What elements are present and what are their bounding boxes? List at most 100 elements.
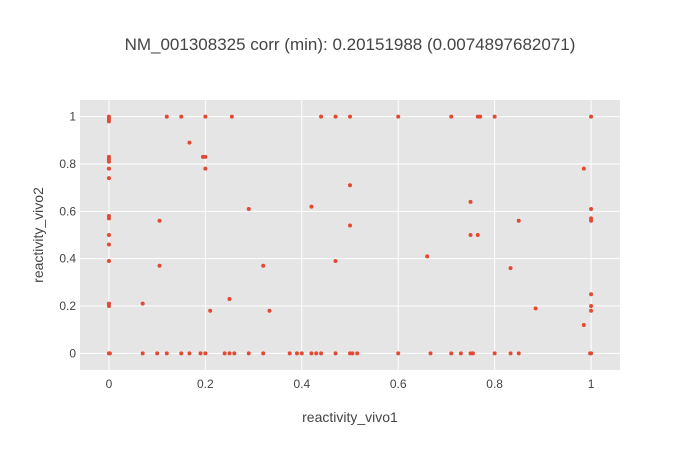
y-tick-label-3: 0.6 [59, 204, 76, 218]
data-point-49 [309, 351, 314, 356]
data-point-6 [106, 166, 111, 171]
data-point-44 [267, 308, 272, 313]
data-point-31 [203, 154, 208, 159]
data-point-52 [319, 351, 324, 356]
y-axis-title: reactivity_vivo2 [30, 187, 46, 283]
y-tick-label-4: 0.8 [59, 157, 76, 171]
y-tick-label-2: 0.4 [59, 252, 76, 266]
data-point-68 [458, 351, 463, 356]
data-point-2 [106, 119, 111, 124]
x-axis-title: reactivity_vivo1 [302, 409, 398, 425]
data-point-47 [299, 351, 304, 356]
data-point-10 [106, 233, 111, 237]
data-point-88 [589, 218, 594, 223]
data-point-12 [106, 259, 111, 264]
data-point-43 [261, 351, 266, 356]
data-point-16 [107, 351, 112, 356]
data-point-70 [468, 233, 473, 237]
data-point-28 [198, 351, 203, 356]
data-point-85 [589, 114, 594, 119]
y-tick-label-0: 0 [69, 346, 76, 360]
data-point-55 [333, 351, 338, 356]
data-point-33 [203, 351, 208, 356]
data-point-74 [475, 233, 480, 237]
data-point-66 [449, 114, 454, 119]
chart-title: NM_001308325 corr (min): 0.20151988 (0.0… [125, 35, 576, 54]
data-point-22 [164, 114, 169, 119]
data-point-23 [164, 351, 169, 356]
data-point-48 [309, 204, 314, 209]
data-point-64 [425, 254, 430, 259]
x-tick-label-0: 0 [106, 377, 113, 391]
data-point-20 [157, 218, 162, 223]
data-point-53 [333, 114, 338, 119]
x-tick-labels: 0 0.2 0.4 0.6 0.8 1 [106, 377, 595, 391]
data-point-27 [187, 351, 192, 356]
y-tick-label-5: 1 [69, 110, 76, 124]
data-point-39 [232, 351, 237, 356]
data-point-34 [208, 308, 213, 313]
data-point-46 [294, 351, 299, 356]
data-point-86 [589, 206, 594, 211]
data-point-63 [396, 351, 401, 356]
x-tick-label-4: 0.8 [486, 377, 503, 391]
data-point-69 [468, 199, 473, 204]
data-point-93 [588, 351, 593, 356]
data-point-7 [106, 176, 111, 181]
data-point-45 [287, 351, 292, 356]
data-point-11 [106, 242, 111, 247]
data-point-83 [581, 166, 586, 171]
data-point-80 [516, 218, 521, 223]
data-point-72 [470, 351, 475, 356]
data-point-24 [179, 114, 184, 119]
scatter-points [106, 114, 594, 356]
x-tick-label-1: 0.2 [197, 377, 214, 391]
data-point-25 [179, 351, 184, 356]
data-point-79 [508, 351, 513, 356]
data-point-17 [140, 301, 145, 306]
data-point-35 [222, 351, 227, 356]
data-point-41 [246, 351, 251, 356]
x-tick-label-5: 1 [588, 377, 595, 391]
data-point-19 [155, 351, 160, 356]
data-point-67 [449, 351, 454, 356]
data-point-32 [203, 166, 208, 171]
data-point-61 [355, 351, 360, 356]
data-point-26 [187, 140, 192, 145]
data-point-56 [348, 114, 352, 119]
data-point-54 [333, 259, 338, 264]
data-point-50 [314, 351, 319, 356]
data-point-38 [229, 114, 234, 119]
data-point-90 [589, 304, 594, 309]
y-tick-labels: 0 0.2 0.4 0.6 0.8 1 [59, 110, 76, 361]
data-point-62 [396, 114, 401, 119]
data-point-57 [348, 183, 352, 188]
x-tick-label-2: 0.4 [293, 377, 310, 391]
data-point-36 [227, 296, 232, 301]
data-point-76 [492, 114, 497, 119]
data-point-58 [348, 223, 352, 228]
data-point-84 [581, 323, 586, 327]
data-point-21 [157, 263, 162, 268]
data-point-91 [589, 308, 594, 313]
data-point-5 [106, 159, 111, 164]
plot-area [80, 100, 620, 370]
x-gridlines [108, 100, 592, 370]
data-point-75 [478, 114, 483, 119]
data-point-89 [589, 292, 594, 297]
data-point-9 [106, 216, 111, 221]
data-point-78 [508, 266, 513, 271]
data-point-77 [492, 351, 497, 356]
data-point-82 [533, 306, 538, 311]
data-point-65 [428, 351, 433, 356]
y-tick-label-1: 0.2 [59, 299, 76, 313]
data-point-40 [246, 206, 251, 211]
x-tick-label-3: 0.6 [390, 377, 407, 391]
data-point-60 [350, 351, 355, 356]
data-point-30 [203, 114, 208, 119]
data-point-14 [106, 304, 111, 309]
data-point-51 [319, 114, 324, 119]
data-point-18 [140, 351, 145, 356]
